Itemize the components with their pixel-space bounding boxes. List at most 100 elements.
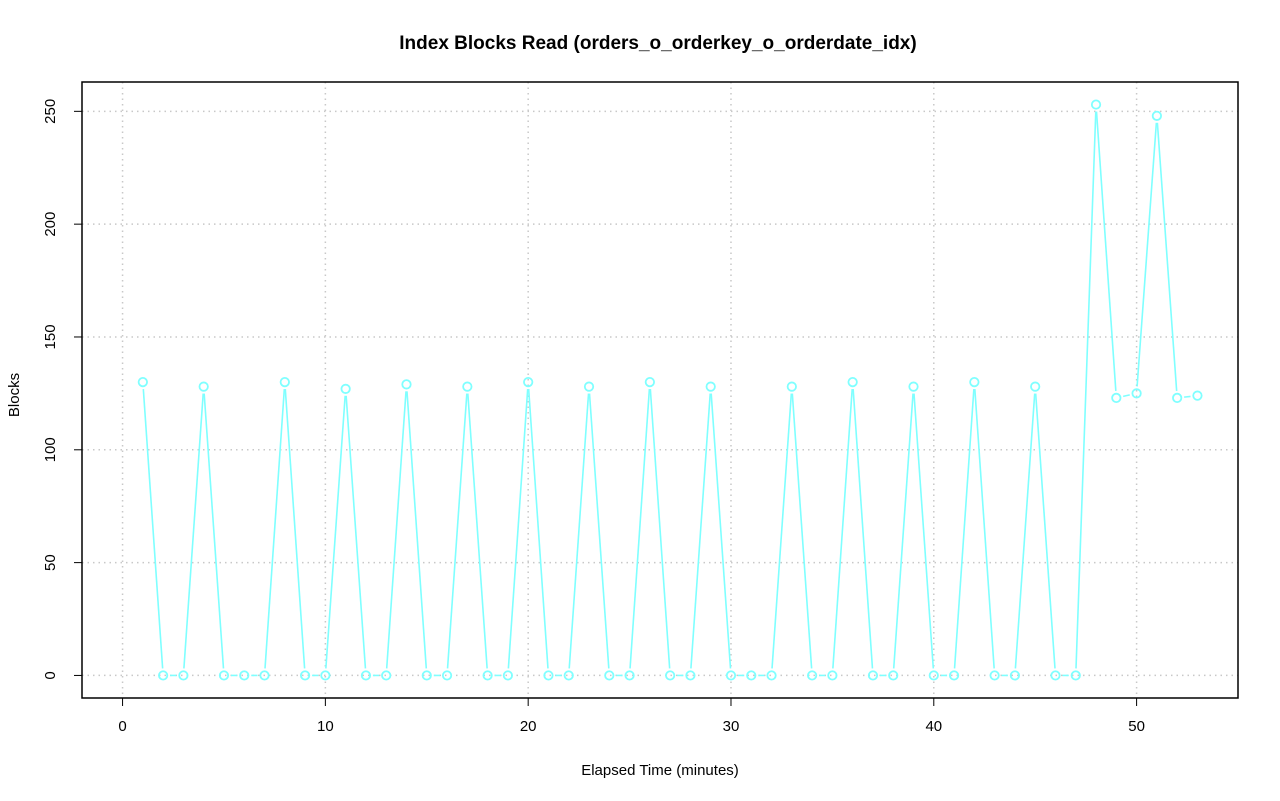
series-line-segment (1014, 393, 1036, 669)
data-point (746, 670, 757, 681)
x-tick-label: 10 (317, 718, 334, 735)
series-line-segment (385, 391, 407, 669)
data-point (725, 670, 737, 681)
y-tick-label: 150 (42, 324, 59, 349)
series-line-segment (1095, 111, 1117, 391)
series-line-segment (507, 389, 529, 669)
data-point (1009, 670, 1021, 681)
data-point (685, 670, 696, 681)
series-line-segment (406, 391, 428, 669)
x-tick-label: 0 (118, 718, 126, 735)
series-line-segment (264, 389, 286, 669)
grid-lines (82, 82, 1238, 698)
y-tick-label: 50 (42, 554, 59, 571)
x-tick-label: 50 (1128, 718, 1145, 735)
data-point (867, 670, 879, 681)
series-line-segment (649, 389, 671, 669)
y-tick-label: 200 (42, 212, 59, 237)
series-line-segment (771, 393, 793, 669)
series-line-segment (629, 389, 651, 669)
data-point (340, 383, 351, 394)
data-point (786, 381, 797, 392)
plot-frame (81, 81, 1239, 699)
x-tick-label: 30 (723, 718, 740, 735)
data-point (1030, 381, 1041, 392)
data-point (543, 670, 554, 681)
x-tick-label: 20 (520, 718, 537, 735)
series-line-segment (791, 393, 813, 669)
data-point (583, 381, 595, 392)
data-point (523, 377, 534, 388)
data-point (1192, 390, 1203, 401)
axes: 0 10 20 30 40 50 0 50 100 150 200 250 (42, 99, 1145, 735)
series-line-segment (1034, 393, 1056, 669)
data-point (1172, 392, 1183, 403)
series-line-segment (892, 393, 914, 669)
data-point (807, 670, 818, 681)
y-axis-label: Blocks (6, 373, 23, 417)
data-point (624, 670, 635, 681)
x-tick-label: 40 (925, 718, 942, 735)
series-line-segment (203, 393, 225, 669)
chart-title: Index Blocks Read (orders_o_orderkey_o_o… (399, 33, 916, 54)
series-line-segment (345, 395, 367, 669)
data-point (218, 670, 230, 681)
series-line-segment (284, 389, 306, 669)
series-line-segment (974, 389, 995, 669)
data-point (158, 670, 169, 681)
data-point (1131, 388, 1142, 399)
series-line-segment (832, 389, 853, 669)
data-point (1151, 110, 1162, 121)
series-line-segment (142, 389, 164, 669)
series-line-segment (183, 393, 204, 669)
series-line-segment (1136, 122, 1158, 387)
data-point (888, 670, 899, 681)
data-point (1070, 670, 1081, 681)
data-point (401, 379, 412, 390)
data-point (502, 670, 513, 681)
data-point (441, 670, 453, 681)
series-line-segment (1122, 394, 1130, 398)
data-point (908, 381, 919, 392)
data-point (421, 670, 432, 681)
series-line-segment (588, 393, 610, 669)
data-point (279, 377, 290, 388)
data-point (928, 670, 939, 681)
series-line-segment (710, 393, 732, 669)
data-point (360, 670, 372, 681)
series-line-segment (467, 393, 488, 669)
data-point (381, 670, 392, 681)
series-line-segment (1156, 122, 1178, 391)
data-point (482, 670, 493, 681)
series-line-segment (446, 393, 468, 669)
data-point (827, 670, 838, 681)
data-point (239, 670, 250, 681)
data-point (766, 670, 777, 681)
data-point (705, 381, 716, 392)
data-point (644, 377, 655, 388)
data-point (259, 670, 270, 681)
data-point (989, 670, 1000, 681)
data-point (299, 670, 311, 681)
series-line-segment (527, 389, 549, 669)
series-line-segment (568, 393, 590, 669)
x-axis-label: Elapsed Time (minutes) (581, 762, 739, 779)
data-point (969, 377, 980, 388)
series-line-segment (1184, 395, 1191, 398)
series-line-segment (1075, 111, 1097, 669)
data-point (198, 381, 209, 392)
series-line-segment (852, 389, 874, 669)
data-point (847, 377, 858, 388)
series-line-segment (913, 393, 935, 669)
data-point (563, 670, 574, 681)
data-point (604, 670, 615, 681)
series-line-segment (325, 395, 346, 669)
data-point (948, 670, 960, 681)
data-point (320, 670, 331, 681)
data-point (178, 670, 189, 681)
data-point (137, 377, 148, 388)
series-layer (137, 99, 1203, 681)
y-tick-label: 250 (42, 99, 59, 124)
series-line-segment (690, 393, 712, 669)
